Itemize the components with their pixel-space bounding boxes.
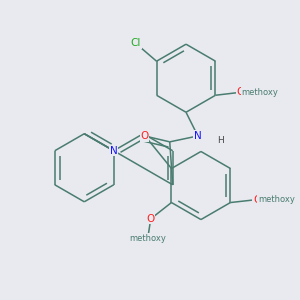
Text: O: O [253,195,261,205]
Text: N: N [194,131,202,141]
Text: O: O [236,87,245,97]
Text: O: O [140,131,149,141]
Text: H: H [217,136,224,145]
Text: O: O [147,214,155,224]
Text: Cl: Cl [130,38,141,48]
Text: N: N [110,146,118,156]
Text: methoxy: methoxy [258,195,295,204]
Text: methoxy: methoxy [129,234,166,243]
Text: methoxy: methoxy [242,88,278,97]
